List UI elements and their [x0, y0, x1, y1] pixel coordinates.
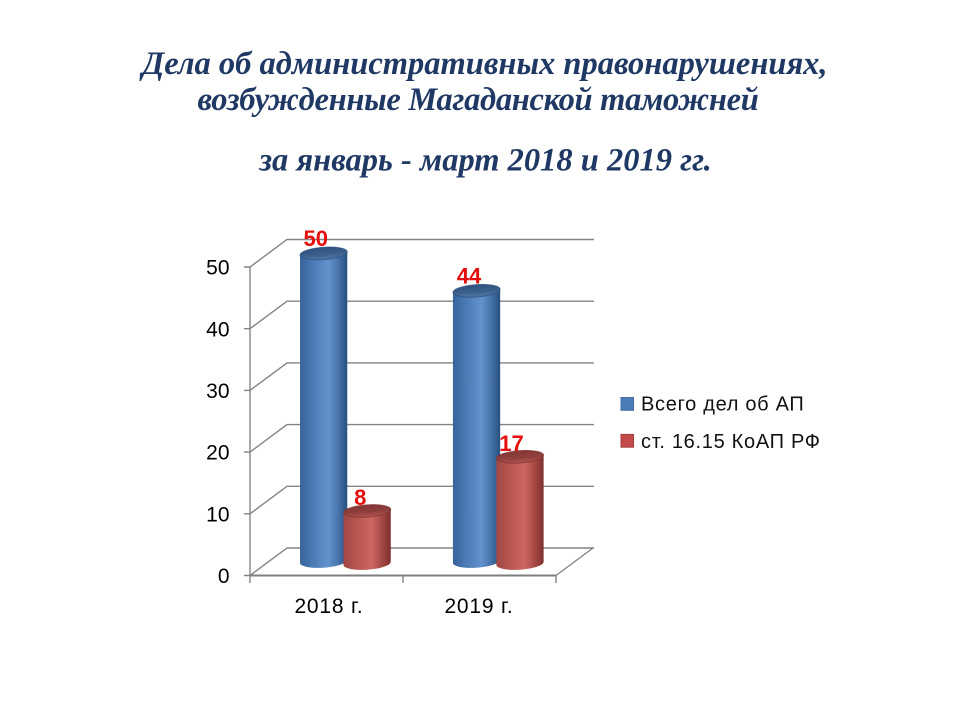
svg-text:Всего дел об АП: Всего дел об АП	[641, 394, 804, 416]
svg-text:10: 10	[206, 503, 229, 526]
svg-text:20: 20	[206, 442, 229, 465]
svg-text:Дела об административных право: Дела об административных правонарушениях…	[139, 46, 828, 82]
svg-text:2018 г.: 2018 г.	[294, 595, 363, 618]
svg-text:0: 0	[218, 565, 230, 588]
svg-text:50: 50	[206, 257, 229, 280]
svg-text:за январь - март 2018 и 2019 г: за январь - март 2018 и 2019 гг.	[258, 142, 711, 178]
svg-text:30: 30	[206, 380, 229, 403]
svg-text:8: 8	[354, 485, 366, 510]
svg-text:40: 40	[206, 318, 229, 341]
svg-text:ст. 16.15 КоАП РФ: ст. 16.15 КоАП РФ	[641, 431, 821, 453]
svg-text:возбужденные Магаданской тамож: возбужденные Магаданской таможней	[198, 82, 759, 118]
svg-text:17: 17	[499, 431, 523, 456]
svg-text:2019 г.: 2019 г.	[444, 595, 513, 618]
svg-text:50: 50	[303, 226, 327, 251]
svg-text:44: 44	[457, 264, 482, 289]
